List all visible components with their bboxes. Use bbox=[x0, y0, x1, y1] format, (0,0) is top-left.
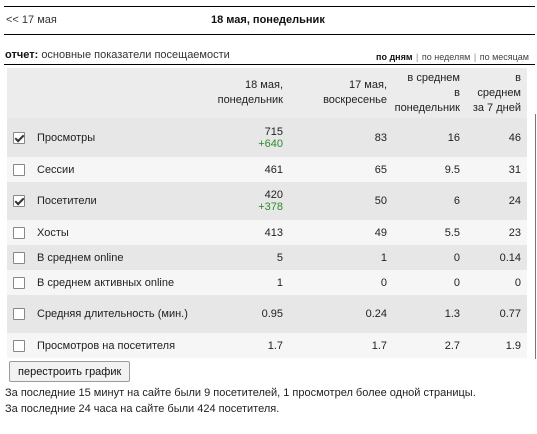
value-cell: 0 bbox=[380, 276, 387, 289]
rebuild-chart-button[interactable]: перестроить график bbox=[9, 361, 131, 382]
value-cell: 23 bbox=[508, 226, 521, 239]
report-label: отчет: bbox=[5, 49, 39, 61]
metric-label: Просмотры bbox=[37, 131, 96, 144]
metric-column-header bbox=[33, 68, 211, 118]
value-cell: 1 bbox=[276, 276, 283, 289]
period-separator: | bbox=[416, 52, 419, 62]
stats-table: 18 мая, понедельник 17 мая, воскресенье … bbox=[7, 68, 527, 358]
value-cell: 420 +378 bbox=[258, 189, 283, 213]
section-divider bbox=[4, 64, 535, 65]
date-navigation-bar: << 17 мая 18 мая, понедельник bbox=[4, 6, 535, 35]
value-cell: 5.5 bbox=[444, 226, 460, 239]
value-cell: 46 bbox=[508, 131, 521, 144]
recent-activity-15min: За последние 15 минут на сайте были 9 по… bbox=[5, 387, 476, 399]
metric-label: Просмотров на посетителя bbox=[37, 339, 176, 352]
page-title: 18 мая, понедельник bbox=[211, 14, 325, 26]
value-cell: 0 bbox=[514, 276, 521, 289]
column-header: в среднем за 7 дней bbox=[466, 68, 527, 118]
row-checkbox[interactable] bbox=[13, 308, 25, 321]
report-description: основные показатели посещаемости bbox=[41, 49, 230, 61]
value-cell: 1.3 bbox=[444, 308, 460, 320]
table-row: В среднем online 5 1 0 0.14 bbox=[7, 245, 527, 270]
value-cell: 5 bbox=[276, 251, 283, 264]
column-header: 18 мая, понедельник bbox=[211, 68, 289, 118]
checkbox-column-header bbox=[7, 68, 33, 118]
value-cell: 0 bbox=[453, 251, 460, 264]
value-cell: 16 bbox=[447, 131, 460, 144]
period-days-link[interactable]: по дням bbox=[376, 52, 413, 62]
value-cell: 65 bbox=[374, 163, 387, 176]
period-switch: по дням | по неделям | по месяцам bbox=[376, 52, 529, 62]
table-row: Просмотров на посетителя 1.7 1.7 2.7 1.9 bbox=[7, 333, 527, 358]
right-border-line bbox=[535, 114, 536, 359]
value-cell: 2.7 bbox=[444, 339, 460, 352]
value-cell: 0.24 bbox=[365, 308, 387, 320]
value-cell: 24 bbox=[508, 195, 521, 207]
table-header-row: 18 мая, понедельник 17 мая, воскресенье … bbox=[7, 68, 527, 118]
value-cell: 49 bbox=[374, 226, 387, 239]
value-cell: 0 bbox=[453, 276, 460, 289]
metric-label: В среднем активных online bbox=[37, 276, 175, 289]
metric-label: Посетители bbox=[37, 195, 97, 207]
metric-label: Хосты bbox=[37, 226, 69, 239]
value-cell: 1.7 bbox=[267, 339, 283, 352]
value-cell: 715 +640 bbox=[258, 125, 283, 150]
value-cell: 413 bbox=[264, 226, 283, 239]
metric-label: Средняя длительность (мин.) bbox=[37, 308, 188, 320]
row-checkbox[interactable] bbox=[13, 163, 25, 176]
column-header: 17 мая, воскресенье bbox=[289, 68, 393, 118]
value-cell: 1.9 bbox=[505, 339, 521, 352]
report-caption: отчет: основные показатели посещаемости bbox=[5, 49, 230, 61]
period-separator: | bbox=[473, 52, 477, 62]
value-cell: 461 bbox=[264, 163, 283, 176]
value-cell: 1.7 bbox=[371, 339, 387, 352]
value-cell: 31 bbox=[508, 163, 521, 176]
value-cell: 50 bbox=[374, 195, 387, 207]
value-cell: 83 bbox=[374, 131, 387, 144]
metric-label: В среднем online bbox=[37, 251, 124, 264]
row-checkbox[interactable] bbox=[13, 226, 25, 239]
column-header: в среднем в понедельник bbox=[393, 68, 466, 118]
period-months-link[interactable]: по месяцам bbox=[479, 52, 529, 62]
row-checkbox[interactable] bbox=[13, 276, 25, 289]
table-row: Посетители 420 +378 50 6 24 bbox=[7, 182, 527, 220]
previous-day-link[interactable]: << 17 мая bbox=[6, 14, 57, 26]
row-checkbox[interactable] bbox=[13, 195, 25, 208]
row-checkbox[interactable] bbox=[13, 251, 25, 264]
value-cell: 6 bbox=[453, 195, 460, 207]
table-row: Сессии 461 65 9.5 31 bbox=[7, 157, 527, 182]
value-cell: 0.14 bbox=[499, 251, 521, 264]
row-checkbox[interactable] bbox=[13, 131, 25, 144]
row-checkbox[interactable] bbox=[13, 339, 25, 352]
value-cell: 0.95 bbox=[261, 308, 283, 320]
delta-value: +378 bbox=[258, 201, 283, 213]
value-cell: 0.77 bbox=[499, 308, 521, 320]
table-row: В среднем активных online 1 0 0 0 bbox=[7, 270, 527, 295]
table-row: Просмотры 715 +640 83 16 46 bbox=[7, 118, 527, 157]
table-row: Хосты 413 49 5.5 23 bbox=[7, 220, 527, 245]
table-row: Средняя длительность (мин.) 0.95 0.24 1.… bbox=[7, 295, 527, 333]
value-cell: 1 bbox=[380, 251, 387, 264]
delta-value: +640 bbox=[258, 137, 283, 150]
metric-label: Сессии bbox=[37, 163, 75, 176]
period-weeks-link[interactable]: по неделям bbox=[421, 52, 471, 62]
value-cell: 9.5 bbox=[444, 163, 460, 176]
recent-activity-24h: За последние 24 часа на сайте были 424 п… bbox=[5, 403, 280, 415]
